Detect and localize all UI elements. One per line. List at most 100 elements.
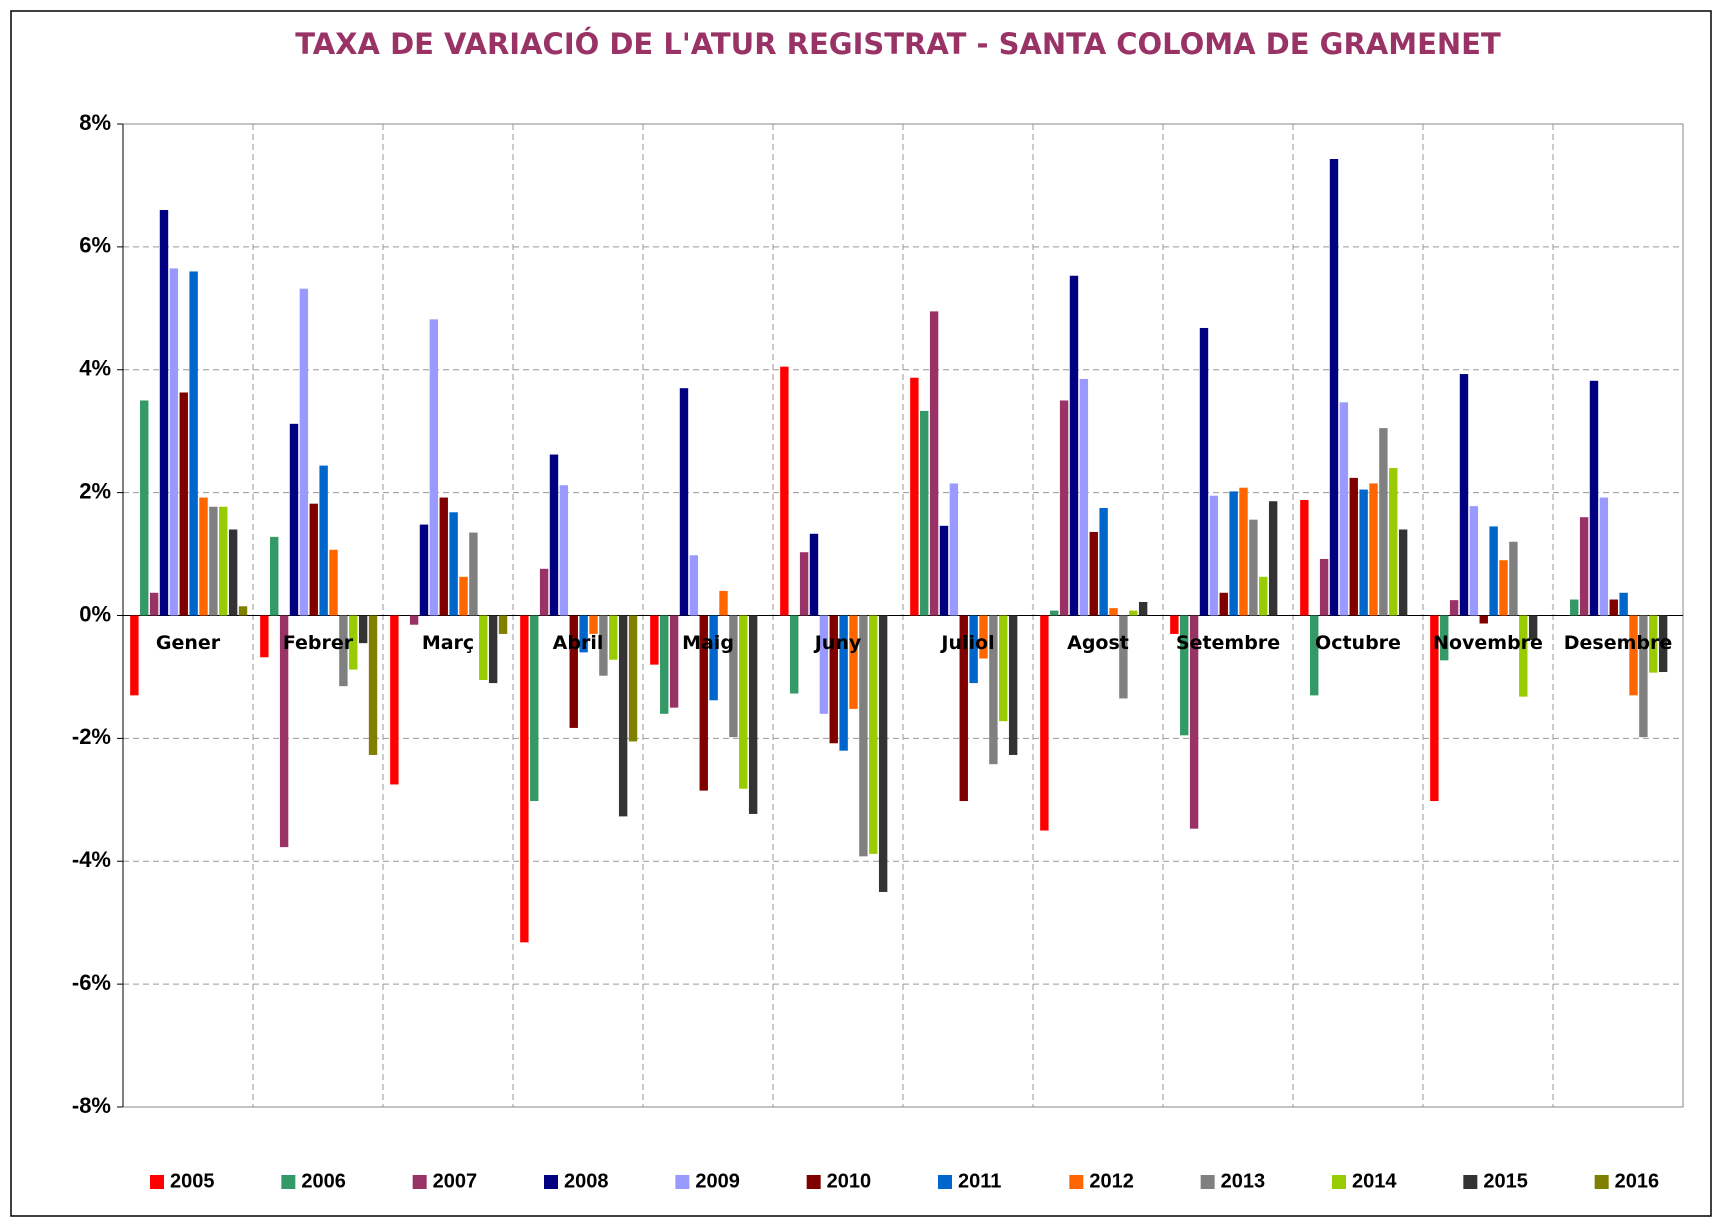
bar — [419, 524, 429, 616]
bar — [1170, 615, 1179, 634]
legend-swatch — [544, 1175, 558, 1189]
bar — [878, 615, 888, 892]
bar — [920, 410, 929, 616]
bar — [809, 533, 819, 616]
y-tick-label: 2% — [79, 478, 111, 503]
bar — [1319, 558, 1329, 616]
bar — [1639, 615, 1648, 738]
bar — [739, 615, 748, 789]
bar — [469, 532, 478, 616]
bar — [1528, 615, 1538, 641]
legend-swatch — [1200, 1175, 1215, 1189]
legend-label: 2014 — [1352, 1170, 1397, 1192]
legend-label: 2005 — [170, 1170, 215, 1192]
bar — [1589, 380, 1599, 616]
bar — [409, 615, 419, 625]
legend-swatch — [1594, 1175, 1609, 1189]
bar — [309, 503, 318, 616]
frame — [10, 10, 1712, 1217]
x-tick-label: Maig — [682, 632, 734, 654]
bar — [1509, 541, 1518, 616]
bar — [1440, 615, 1449, 661]
bar — [1629, 615, 1638, 696]
bar — [819, 615, 829, 714]
bar — [488, 615, 498, 684]
legend-label: 2011 — [958, 1170, 1001, 1192]
y-tick-label: 4% — [79, 356, 111, 381]
bar — [1138, 601, 1148, 616]
bar — [709, 615, 718, 701]
x-tick-label: Gener — [156, 632, 221, 654]
bar — [1219, 592, 1228, 616]
bar — [1229, 491, 1238, 616]
y-tick-label: 6% — [79, 233, 111, 258]
x-tick-label: Juliol — [939, 632, 994, 654]
bar — [1459, 374, 1469, 616]
bar — [140, 400, 149, 616]
legend-label: 2013 — [1221, 1170, 1266, 1192]
bar — [799, 552, 809, 616]
bar — [1119, 615, 1128, 699]
bar — [989, 615, 998, 765]
y-tick-label: -8% — [72, 1093, 111, 1118]
x-tick-label: Setembre — [1176, 632, 1280, 654]
bar — [219, 506, 228, 616]
bar — [130, 615, 139, 696]
bar — [669, 615, 679, 708]
bar — [1329, 159, 1339, 616]
x-tick-label: Abril — [553, 632, 604, 654]
bar — [719, 590, 728, 616]
bar — [1649, 615, 1658, 673]
legend-swatch — [150, 1175, 164, 1189]
bar — [1180, 615, 1189, 736]
bar — [1008, 615, 1018, 755]
bar — [859, 615, 868, 857]
x-tick-label: Juny — [813, 632, 862, 654]
bar — [839, 615, 848, 751]
bar — [569, 615, 578, 728]
bar — [1079, 378, 1089, 616]
bar — [530, 615, 539, 802]
bar — [1129, 610, 1138, 616]
bar — [228, 529, 238, 616]
x-tick-label: Febrer — [283, 632, 354, 654]
bar — [209, 506, 218, 616]
bar — [358, 615, 368, 644]
bar — [1109, 608, 1118, 616]
x-tick-label: Novembre — [1433, 632, 1543, 654]
bar — [1579, 517, 1589, 616]
bar — [660, 615, 669, 714]
bar — [1189, 615, 1199, 829]
bar — [869, 615, 878, 854]
bar — [1379, 428, 1388, 616]
bar — [1040, 615, 1049, 831]
bar — [1050, 610, 1059, 616]
bar — [780, 366, 789, 616]
bar — [650, 615, 659, 665]
bar — [1469, 506, 1479, 616]
bar — [1398, 529, 1408, 616]
bar — [1349, 477, 1358, 616]
bar — [1259, 576, 1268, 616]
bar — [910, 377, 919, 616]
legend-label: 2009 — [695, 1170, 740, 1192]
bar — [679, 388, 689, 616]
bar — [270, 536, 279, 616]
bar — [299, 288, 309, 616]
bar — [449, 512, 458, 616]
bar — [1089, 531, 1098, 616]
bar — [238, 606, 248, 616]
bar — [169, 268, 179, 616]
bar — [849, 615, 858, 709]
bar — [149, 592, 159, 616]
x-tick-label: Agost — [1067, 632, 1129, 654]
bar — [699, 615, 708, 791]
y-tick-label: -4% — [72, 847, 111, 872]
bar — [1359, 489, 1368, 616]
bar — [1499, 560, 1508, 616]
bar — [618, 615, 628, 817]
legend-label: 2016 — [1615, 1170, 1660, 1192]
bar — [279, 615, 289, 848]
bar — [1658, 615, 1668, 673]
bar — [429, 319, 439, 616]
